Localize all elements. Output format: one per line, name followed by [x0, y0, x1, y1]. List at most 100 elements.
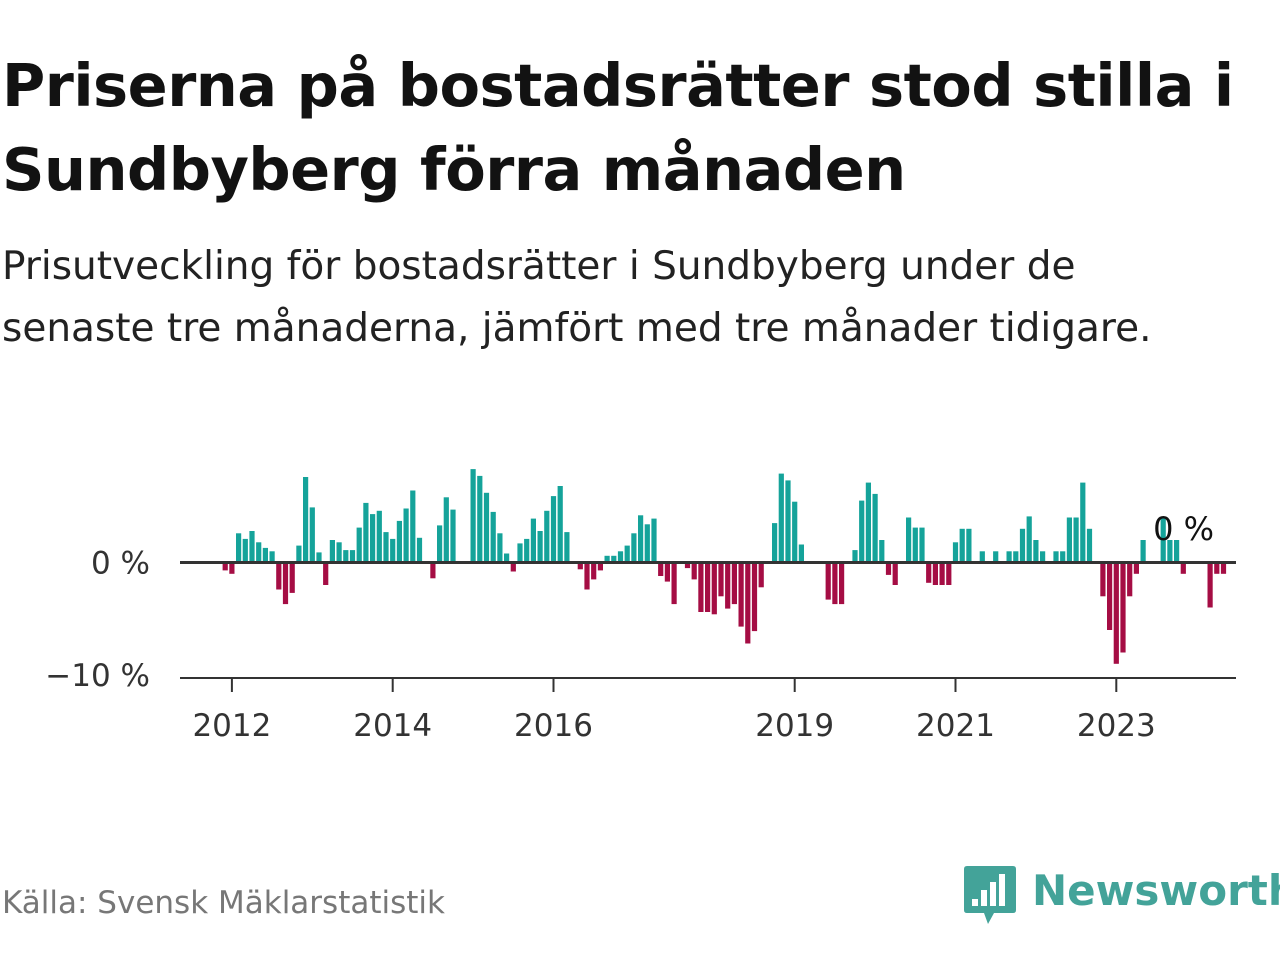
bar-2017-02	[638, 515, 644, 563]
bar-2016-12	[624, 545, 630, 563]
bar-2013-09	[363, 502, 369, 563]
chart-title: Priserna på bostadsrätter stod stilla i …	[2, 51, 1234, 204]
bar-2016-06	[584, 562, 590, 590]
bar-2015-09	[524, 538, 530, 563]
bar-2014-02	[396, 520, 402, 563]
bar-2013-01	[309, 507, 315, 563]
bar-2017-03	[644, 524, 650, 563]
bar-2018-06	[745, 562, 751, 644]
bar-2022-12	[1107, 562, 1113, 630]
x-tick-label: 2021	[916, 708, 995, 744]
bar-2017-10	[691, 562, 697, 580]
bar-2019-02	[798, 544, 804, 563]
bar-2023-11	[1180, 562, 1186, 574]
bar-2012-03	[242, 538, 248, 563]
bars-group	[222, 469, 1227, 664]
bar-2015-08	[517, 543, 523, 563]
bar-2015-03	[483, 492, 490, 563]
bar-2021-01	[952, 542, 959, 563]
bar-2018-01	[711, 562, 717, 615]
bar-2021-03	[966, 528, 972, 563]
bar-2017-04	[651, 518, 657, 563]
bar-2017-07	[671, 562, 677, 605]
bar-2024-05	[1220, 562, 1227, 574]
bar-2019-10	[852, 550, 858, 563]
bar-2018-12	[785, 480, 791, 563]
bar-2022-09	[1086, 528, 1093, 563]
bar-2016-11	[617, 551, 624, 563]
bar-2019-01	[792, 501, 798, 563]
bar-2018-02	[718, 562, 724, 597]
bar-2012-06	[262, 547, 268, 563]
bar-2020-06	[906, 517, 912, 563]
x-tick-labels: 2012 2014 2016 2019 2021 2023	[192, 678, 1156, 744]
bar-2020-08	[919, 527, 925, 563]
y-tick-labels: 0 % −10 %	[45, 546, 150, 695]
bar-2019-07	[832, 562, 838, 605]
x-tick-label: 2023	[1077, 708, 1156, 744]
bar-2021-09	[1006, 551, 1012, 563]
bar-2013-02	[316, 552, 322, 563]
bar-2018-11	[778, 473, 784, 563]
x-tick-label: 2019	[755, 708, 834, 744]
bar-2015-06	[504, 553, 510, 563]
y-tick-label: −10 %	[45, 658, 150, 694]
bar-2012-10	[289, 562, 295, 593]
bar-2017-11	[698, 562, 704, 612]
bar-2021-02	[959, 528, 965, 563]
bar-2016-08	[597, 562, 603, 571]
bar-2023-04	[1133, 562, 1139, 574]
bar-2023-01	[1113, 562, 1119, 664]
bar-2020-01	[872, 493, 878, 563]
bar-2015-11	[537, 531, 543, 563]
bar-2015-02	[477, 475, 483, 563]
bar-2022-06	[1066, 517, 1072, 563]
bar-2020-02	[879, 540, 885, 563]
latest-value-label: 0 %	[1153, 510, 1214, 548]
bar-2014-01	[390, 538, 396, 563]
y-tick-label: 0 %	[91, 546, 150, 582]
x-tick-label: 2014	[353, 708, 432, 744]
brand-name: Newsworthy	[1032, 866, 1280, 915]
bar-2015-05	[497, 533, 503, 563]
bar-2015-12	[544, 510, 550, 563]
bar-2012-02	[236, 533, 242, 563]
bar-2018-04	[731, 562, 737, 605]
bar-2014-09	[443, 497, 449, 563]
bar-2013-07	[349, 550, 356, 563]
bar-2022-08	[1080, 482, 1086, 563]
bar-2016-01	[550, 496, 557, 563]
bar-2014-05	[416, 537, 423, 563]
bar-2016-05	[577, 562, 583, 570]
bar-2024-03	[1207, 562, 1213, 608]
bar-2024-04	[1214, 562, 1220, 574]
bar-2012-01	[229, 562, 235, 574]
bar-2016-02	[557, 486, 563, 563]
bar-2013-10	[370, 514, 376, 563]
bar-2012-09	[282, 562, 289, 605]
x-tick-label: 2016	[514, 708, 593, 744]
bar-2013-04	[329, 540, 335, 563]
bar-chart: 0 % −10 % 2012 2014 2016 2019 2021 2023 0 %	[45, 469, 1236, 744]
bar-2019-08	[839, 562, 845, 605]
bar-2014-10	[450, 509, 456, 563]
bar-2014-03	[403, 508, 409, 563]
bar-2014-08	[437, 525, 443, 563]
x-tick-label: 2012	[192, 708, 271, 744]
bar-2015-01	[470, 469, 476, 563]
bar-2015-07	[510, 562, 516, 572]
bar-2016-07	[591, 562, 597, 580]
newsworthy-bar-chart-icon	[964, 866, 1016, 924]
bar-2023-02	[1120, 562, 1126, 653]
bar-2017-09	[684, 562, 691, 569]
bar-2020-11	[939, 562, 945, 585]
bar-2014-07	[430, 562, 436, 579]
bar-2013-08	[356, 527, 362, 563]
bar-2012-11	[296, 545, 302, 563]
bar-2018-07	[751, 562, 758, 632]
bar-2019-12	[865, 482, 871, 563]
bar-2020-03	[885, 562, 892, 575]
bar-2017-06	[664, 562, 670, 582]
bar-2014-04	[410, 490, 416, 563]
bar-2012-08	[276, 562, 282, 590]
